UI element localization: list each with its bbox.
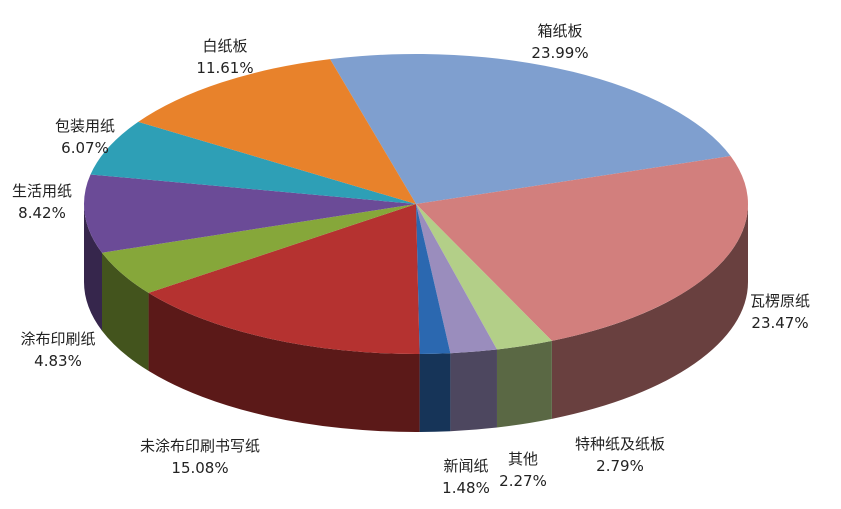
- slice: [101, 204, 417, 293]
- slice-percent: 2.79%: [596, 457, 644, 475]
- slice-percent: 6.07%: [61, 139, 109, 157]
- slice-label: 包装用纸 6.07%: [55, 115, 115, 159]
- slice-side: [450, 349, 497, 432]
- slice-percent: 23.99%: [531, 44, 589, 62]
- slice-side: [496, 340, 552, 428]
- slice-name: 白纸板: [202, 37, 248, 55]
- slice-percent: 8.42%: [18, 204, 66, 222]
- slice-label: 特种纸及纸板 2.79%: [575, 433, 665, 477]
- slice-name: 新闻纸: [443, 457, 489, 475]
- slice-percent: 2.27%: [499, 472, 547, 490]
- slice: [138, 59, 416, 204]
- slice-percent: 11.61%: [196, 59, 254, 77]
- slice-side: [419, 353, 451, 432]
- slice-side: [148, 292, 420, 433]
- slice-label: 箱纸板 23.99%: [531, 20, 588, 64]
- slice-name: 生活用纸: [11, 182, 73, 200]
- slice-side: [551, 204, 748, 419]
- slice-label: 瓦楞原纸 23.47%: [750, 290, 810, 334]
- slice-label: 白纸板 11.61%: [196, 35, 253, 79]
- slice-label: 未涂布印刷书写纸 15.08%: [140, 435, 260, 479]
- slice-name: 瓦楞原纸: [749, 292, 811, 310]
- slice: [148, 204, 420, 354]
- slice-label: 涂布印刷纸 4.83%: [20, 328, 95, 372]
- slice: [416, 204, 497, 354]
- slice-percent: 1.48%: [442, 479, 490, 497]
- slice-label: 生活用纸 8.42%: [12, 180, 72, 224]
- slice-name: 未涂布印刷书写纸: [139, 437, 261, 455]
- slice: [83, 174, 416, 253]
- slice-percent: 4.83%: [34, 352, 82, 370]
- slice-name: 箱纸板: [537, 22, 583, 40]
- slice: [416, 204, 451, 354]
- slice-name: 包装用纸: [54, 117, 116, 135]
- slice-label: 新闻纸 1.48%: [442, 455, 490, 499]
- slice-name: 涂布印刷纸: [20, 330, 96, 348]
- slice-percent: 23.47%: [751, 314, 809, 332]
- slice: [416, 204, 552, 350]
- slice-name: 特种纸及纸板: [574, 435, 666, 453]
- slice-side: [84, 204, 102, 331]
- slice-percent: 15.08%: [171, 459, 229, 477]
- slice: [90, 121, 416, 204]
- slice: [330, 53, 731, 204]
- slice-side: [101, 252, 149, 371]
- slice-name: 其他: [507, 450, 538, 468]
- slice: [416, 156, 749, 341]
- slice-label: 其他 2.27%: [499, 448, 547, 492]
